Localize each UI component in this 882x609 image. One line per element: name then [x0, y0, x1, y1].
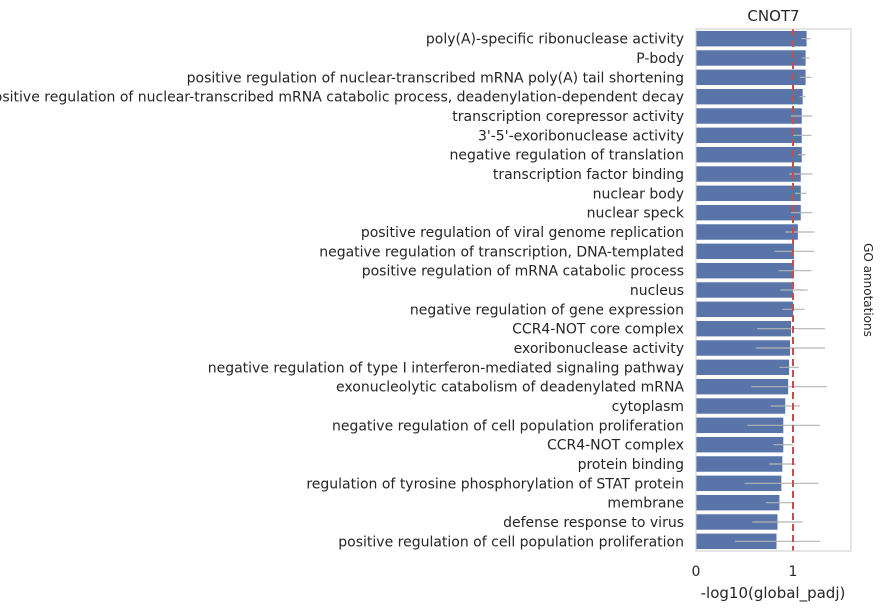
bar [696, 456, 783, 472]
category-label: CCR4-NOT complex [547, 438, 684, 454]
category-label: positive regulation of viral genome repl… [361, 225, 684, 241]
bar [696, 494, 780, 511]
bar [696, 282, 793, 298]
category-label: P-body [636, 51, 684, 67]
category-label: protein binding [578, 457, 684, 473]
bar [696, 166, 801, 182]
bar [696, 69, 806, 86]
category-label: positive regulation of nuclear-transcrib… [0, 90, 684, 106]
x-tick-label: 0 [692, 564, 701, 580]
category-label: transcription factor binding [493, 167, 684, 183]
category-label: nucleus [630, 283, 684, 299]
x-tick-label: 1 [789, 564, 798, 580]
bar [696, 417, 784, 434]
category-label: negative regulation of translation [450, 148, 684, 164]
category-label: negative regulation of cell population p… [332, 418, 684, 434]
bar [696, 436, 784, 453]
category-label: CCR4-NOT core complex [512, 322, 684, 338]
x-axis-title: -log10(global_padj) [701, 584, 846, 603]
bar [696, 108, 802, 124]
bar [696, 378, 789, 395]
error-bars-layer [734, 38, 827, 542]
category-label: negative regulation of type I interferon… [208, 360, 684, 376]
bars-layer [696, 30, 807, 550]
bar [696, 475, 782, 492]
bar [696, 243, 794, 260]
chart-title: CNOT7 [747, 7, 799, 25]
bar [696, 146, 802, 163]
bar [696, 301, 793, 318]
category-label: negative regulation of transcription, DN… [319, 244, 684, 260]
category-label: poly(A)-specific ribonuclease activity [426, 32, 684, 48]
bar [696, 262, 794, 279]
category-label: positive regulation of cell population p… [338, 534, 684, 550]
bar [696, 50, 806, 66]
bar [696, 398, 786, 414]
bar [696, 127, 802, 144]
bar [696, 340, 791, 356]
plot-frame [695, 28, 852, 552]
category-labels: poly(A)-specific ribonuclease activity P-… [0, 32, 685, 551]
category-label: 3'-5'-exoribonuclease activity [478, 128, 684, 144]
bar [696, 185, 801, 202]
y-axis-title: GO annotations [861, 243, 875, 337]
category-label: transcription corepressor activity [452, 109, 684, 125]
category-label: exoribonuclease activity [514, 341, 684, 357]
bar [696, 224, 798, 240]
category-label: defense response to virus [503, 515, 684, 531]
category-label: membrane [607, 496, 684, 512]
category-label: positive regulation of mRNA catabolic pr… [362, 264, 684, 280]
bar [696, 359, 790, 376]
category-label: regulation of tyrosine phosphorylation o… [306, 476, 684, 492]
category-label: nuclear body [593, 186, 684, 202]
category-label: positive regulation of nuclear-transcrib… [187, 70, 684, 86]
bar [696, 30, 807, 47]
category-label: negative regulation of gene expression [410, 302, 684, 318]
category-label: exonucleolytic catabolism of deadenylate… [336, 380, 684, 396]
category-label: nuclear speck [587, 206, 685, 222]
bar [696, 320, 792, 337]
bar [696, 514, 778, 530]
bar [696, 204, 801, 221]
category-label: cytoplasm [612, 399, 684, 415]
bar [696, 88, 803, 105]
